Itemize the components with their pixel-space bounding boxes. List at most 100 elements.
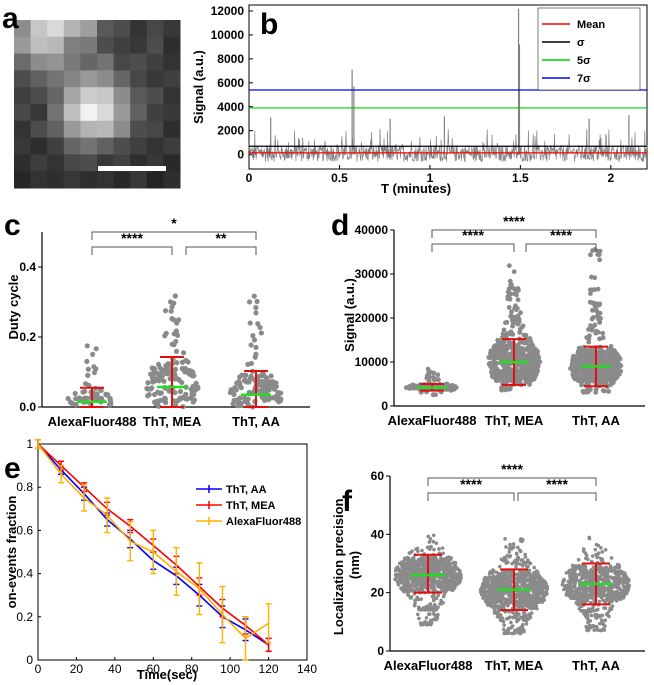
data-point	[592, 322, 598, 328]
data-point	[600, 368, 606, 374]
data-point	[506, 263, 512, 269]
data-point	[589, 369, 594, 375]
data-point	[599, 375, 605, 381]
data-point	[592, 628, 597, 632]
data-point	[432, 377, 437, 383]
heatmap-cell	[80, 70, 98, 88]
category-label: ThT, MEA	[143, 414, 202, 429]
y-axis-label: Signal (a.u.)	[342, 278, 357, 352]
heatmap-cell	[163, 154, 181, 172]
x-tick-label: 1	[427, 171, 434, 185]
data-point	[262, 397, 268, 404]
heatmap-cell	[14, 20, 32, 38]
data-point	[504, 584, 508, 589]
data-point	[600, 550, 605, 554]
data-point	[577, 593, 581, 598]
data-point	[590, 307, 595, 313]
data-point	[232, 384, 238, 391]
data-point	[448, 572, 452, 577]
data-point	[439, 565, 444, 570]
data-point	[570, 594, 574, 599]
heatmap-cell	[163, 137, 181, 155]
data-point	[577, 585, 582, 590]
data-point	[435, 614, 440, 619]
data-point	[423, 619, 427, 624]
data-point	[497, 597, 502, 602]
scale-bar	[98, 166, 166, 171]
heatmap-cell	[130, 70, 148, 88]
data-point	[499, 369, 505, 374]
data-point	[537, 582, 541, 586]
data-point	[580, 597, 584, 601]
data-point	[537, 575, 541, 580]
data-point	[612, 593, 616, 598]
data-point	[520, 323, 526, 329]
data-point	[504, 331, 510, 336]
data-point	[598, 628, 602, 633]
data-point	[444, 381, 449, 387]
data-point	[393, 573, 398, 577]
data-point	[237, 395, 243, 401]
data-point	[587, 291, 593, 296]
heatmap-cell	[30, 20, 48, 38]
data-point	[574, 573, 579, 577]
data-point	[569, 586, 573, 591]
data-point	[538, 589, 543, 593]
data-point	[516, 555, 521, 560]
data-point	[603, 586, 607, 590]
data-point	[596, 252, 602, 258]
significance-label: ****	[550, 227, 572, 243]
data-point	[155, 361, 162, 368]
data-point	[525, 604, 530, 609]
data-point	[430, 557, 435, 561]
data-point	[251, 337, 258, 343]
y-tick-label: 0.4	[19, 260, 36, 274]
data-point	[590, 356, 596, 362]
data-point	[613, 590, 617, 594]
data-point	[172, 366, 178, 372]
data-point	[515, 592, 520, 597]
data-point	[93, 346, 99, 352]
significance-label: ****	[503, 213, 525, 229]
data-point	[488, 354, 494, 360]
data-point	[581, 547, 586, 551]
data-point	[518, 353, 523, 359]
y-tick-label: 0	[237, 148, 244, 162]
heatmap-cell	[113, 53, 131, 71]
data-point	[529, 367, 535, 373]
data-point	[417, 616, 421, 621]
heatmap-cell	[80, 104, 98, 122]
data-point	[521, 579, 525, 584]
data-point	[612, 364, 618, 369]
heatmap-cell	[47, 53, 65, 71]
heatmap-cell	[163, 87, 181, 105]
data-point	[529, 598, 534, 603]
data-point	[583, 564, 587, 569]
data-point	[401, 575, 405, 580]
heatmap-cell	[47, 120, 65, 139]
data-point	[503, 355, 509, 361]
data-point	[423, 565, 428, 570]
heatmap-cell	[80, 154, 98, 172]
data-point	[253, 351, 259, 357]
x-tick-label: 60	[147, 662, 161, 676]
significance-bracket	[427, 477, 597, 486]
data-point	[67, 399, 74, 405]
data-point	[524, 622, 529, 626]
data-point	[569, 577, 573, 582]
data-point	[620, 589, 625, 593]
data-point	[518, 310, 523, 316]
data-point	[403, 572, 408, 576]
data-point	[510, 624, 515, 628]
category-label: ThT, AA	[572, 658, 621, 673]
data-point	[407, 385, 412, 391]
data-point	[600, 557, 605, 562]
data-point	[450, 576, 455, 581]
data-point	[493, 580, 497, 585]
heatmap-cell	[146, 87, 164, 105]
data-point	[504, 630, 508, 635]
y-tick-label: 0	[377, 644, 384, 658]
data-point	[540, 578, 545, 583]
heatmap-cell	[146, 53, 164, 71]
